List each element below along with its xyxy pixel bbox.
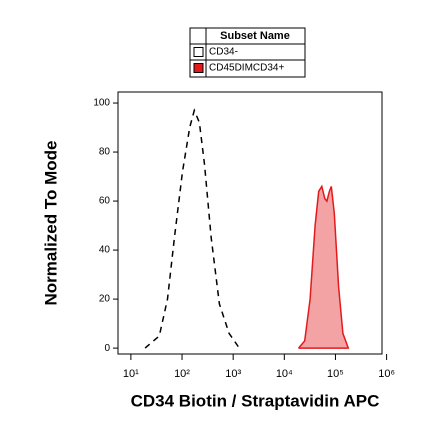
x-tick-label: 10⁵ (327, 368, 344, 380)
line (144, 108, 240, 349)
x-axis-label: CD34 Biotin / Straptavidin APC (131, 391, 380, 410)
y-tick-label: 20 (99, 294, 111, 305)
legend-swatch (193, 63, 204, 73)
y-tick-label: 100 (93, 98, 110, 109)
plot-frame (117, 91, 383, 355)
x-tick-label: 10⁴ (276, 368, 293, 380)
x-tick-label: 10² (174, 368, 190, 380)
legend-label: CD34- (209, 47, 238, 58)
y-tick-label: 80 (99, 147, 111, 158)
x-tick-label: 10¹ (123, 368, 139, 380)
legend-label: CD45DIMCD34+ (209, 63, 284, 74)
y-tick-label: 40 (99, 245, 111, 256)
y-axis-label: Normalized To Mode (41, 141, 60, 306)
legend-title: Subset Name (220, 30, 290, 42)
x-tick-label: 10⁶ (378, 368, 395, 380)
area (298, 184, 350, 349)
y-tick-label: 0 (104, 343, 110, 354)
legend-box (189, 27, 306, 78)
legend: Subset Name (189, 27, 306, 78)
x-tick-label: 10³ (225, 368, 241, 380)
y-tick-label: 60 (99, 196, 111, 207)
legend-swatch (193, 47, 204, 57)
